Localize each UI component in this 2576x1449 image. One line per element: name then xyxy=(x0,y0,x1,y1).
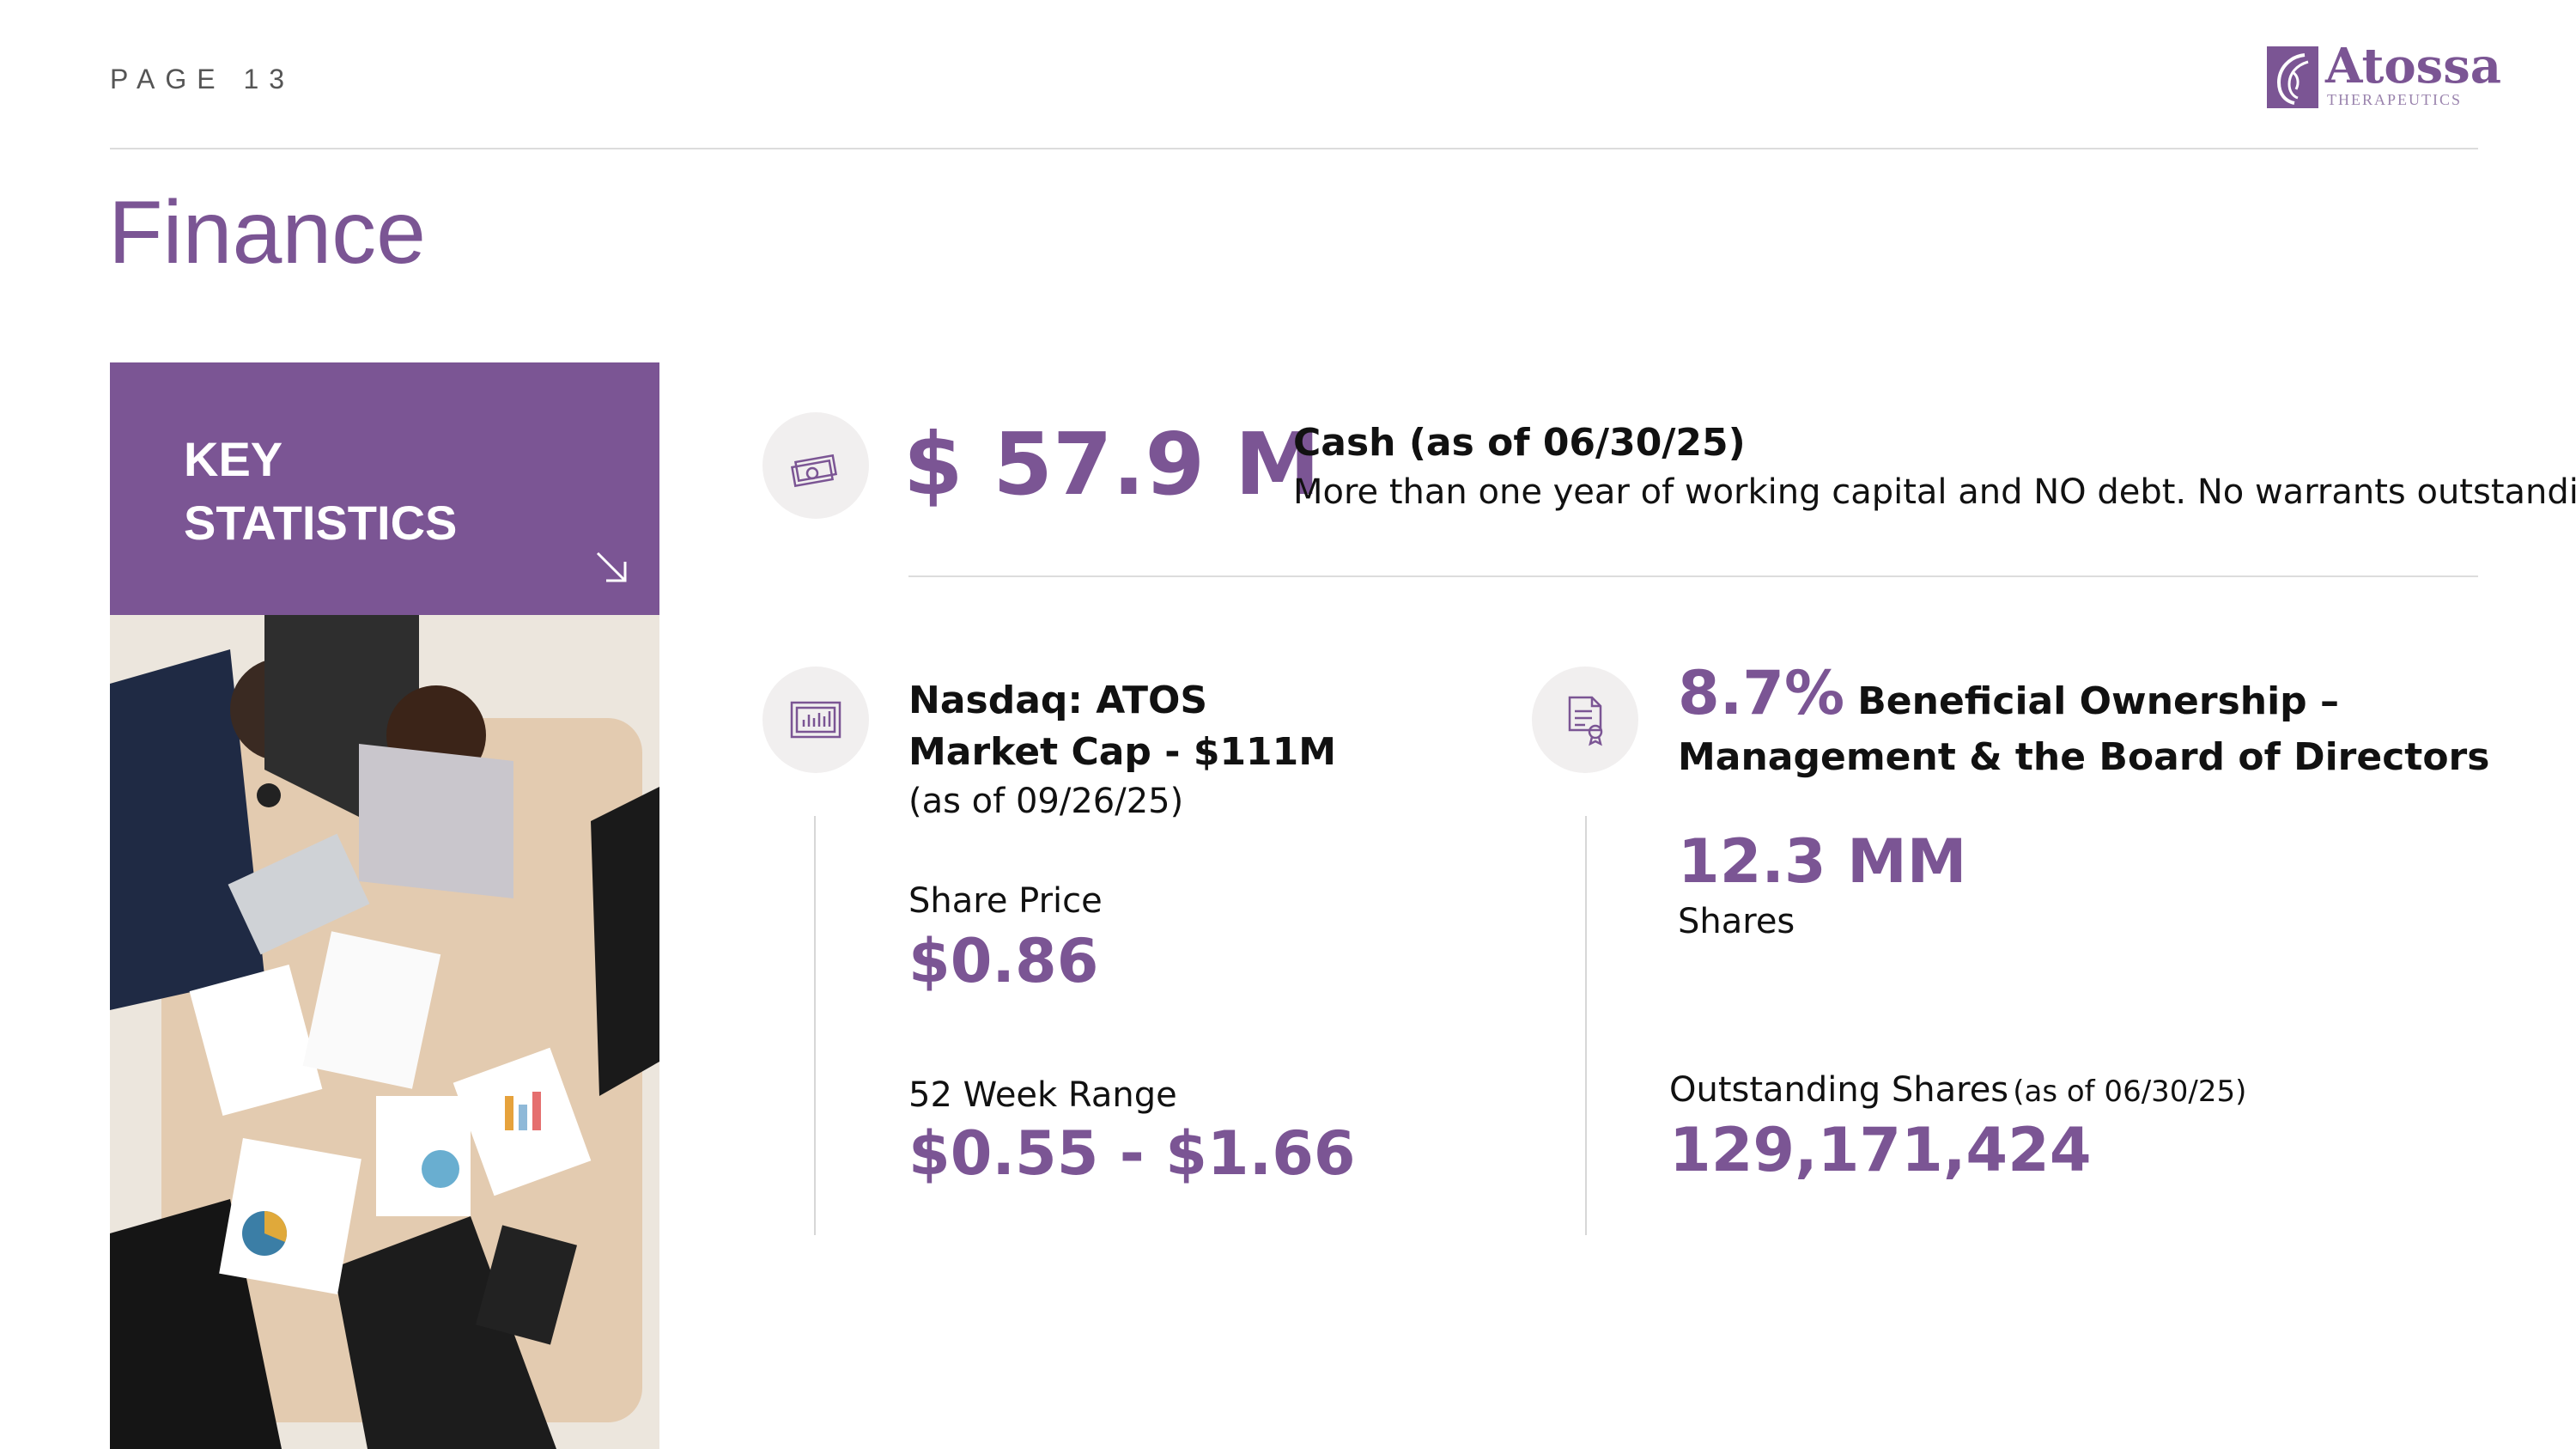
week-range-label: 52 Week Range xyxy=(908,1075,1177,1115)
outstanding-shares-value: 129,171,424 xyxy=(1669,1115,2092,1185)
logo-subtitle: THERAPEUTICS xyxy=(2327,91,2463,108)
certificate-icon-badge xyxy=(1532,667,1638,773)
meeting-photo xyxy=(110,615,659,1449)
certificate-icon xyxy=(1568,696,1603,746)
page-number: PAGE 13 xyxy=(110,64,295,94)
ownership-shares-value: 12.3 MM xyxy=(1678,826,1967,897)
week-range-value: $0.55 - $1.66 xyxy=(908,1118,1356,1189)
ownership-heading: 8.7% Beneficial Ownership – xyxy=(1678,658,2339,728)
share-price-label: Share Price xyxy=(908,881,1103,921)
page-title: Finance xyxy=(108,183,426,283)
market-column-rule xyxy=(814,816,816,1235)
outstanding-shares-as-of: (as of 06/30/25) xyxy=(2013,1075,2247,1109)
money-icon xyxy=(790,454,838,488)
logo-name: Atossa xyxy=(2325,38,2502,94)
cash-label: Cash (as of 06/30/25) xyxy=(1293,421,1746,465)
ownership-column-rule xyxy=(1585,816,1587,1235)
company-logo: Atossa THERAPEUTICS xyxy=(2267,38,2501,112)
outstanding-shares-heading: Outstanding Shares (as of 06/30/25) xyxy=(1669,1070,2246,1110)
cash-value: $ 57.9 M xyxy=(903,414,1321,514)
market-cap: Market Cap - $111M xyxy=(908,730,1337,774)
key-statistics-line1: KEY xyxy=(184,432,283,486)
money-icon-badge xyxy=(762,412,869,519)
ownership-label-line1: Beneficial Ownership – xyxy=(1857,679,2339,723)
key-statistics-line2: STATISTICS xyxy=(184,496,458,550)
outstanding-shares-label: Outstanding Shares xyxy=(1669,1070,2009,1110)
ownership-shares-label: Shares xyxy=(1678,902,1795,941)
arrow-down-right-icon xyxy=(596,551,627,582)
key-statistics-panel: KEY STATISTICS xyxy=(110,362,659,615)
market-cap-as-of: (as of 09/26/25) xyxy=(908,782,1184,821)
header-divider xyxy=(110,148,2478,149)
cash-description: More than one year of working capital an… xyxy=(1293,472,2576,512)
chart-icon xyxy=(790,701,841,739)
ticker: Nasdaq: ATOS xyxy=(908,679,1208,722)
logo-mark-icon xyxy=(2267,46,2318,108)
ownership-label-line2: Management & the Board of Directors xyxy=(1678,735,2490,779)
share-price-value: $0.86 xyxy=(908,926,1099,996)
ownership-percent: 8.7% xyxy=(1678,658,1845,728)
chart-icon-badge xyxy=(762,667,869,773)
section-divider xyxy=(908,575,2478,577)
